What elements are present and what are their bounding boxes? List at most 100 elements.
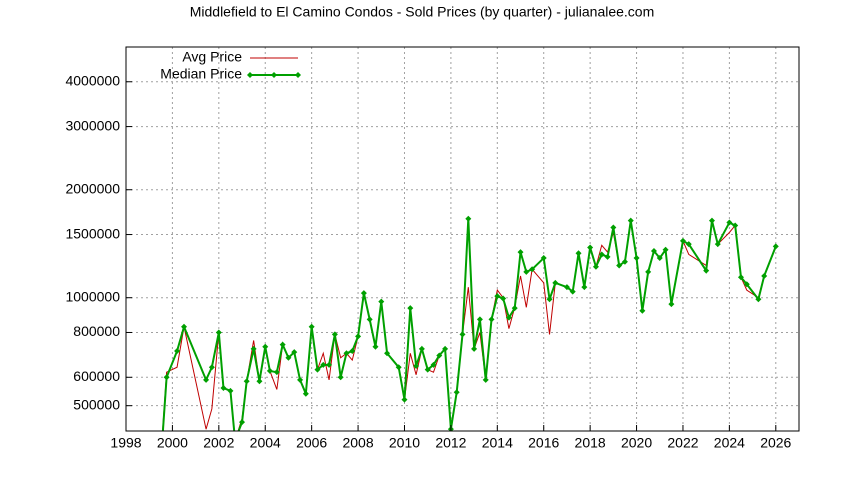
data-point — [511, 305, 518, 312]
data-point — [343, 350, 350, 357]
data-point — [203, 376, 210, 383]
data-point — [650, 247, 657, 254]
data-point — [708, 217, 715, 224]
data-point — [174, 348, 181, 355]
data-point — [587, 244, 594, 251]
series-line — [161, 218, 777, 431]
data-point — [726, 219, 733, 226]
plot-frame — [125, 46, 800, 432]
data-point — [163, 374, 170, 381]
data-point — [430, 361, 437, 368]
y-tick-label: 600000 — [73, 368, 120, 384]
data-point — [621, 258, 628, 265]
data-point — [563, 284, 570, 291]
data-point — [208, 364, 215, 371]
x-tick-label: 2000 — [157, 435, 188, 451]
y-tick-label: 1500000 — [65, 225, 120, 241]
data-point — [215, 329, 222, 336]
data-point — [424, 366, 431, 373]
data-point — [262, 343, 269, 350]
data-point — [598, 251, 605, 258]
data-point — [442, 345, 449, 352]
data-point — [703, 267, 710, 274]
data-point — [471, 345, 478, 352]
data-point — [679, 237, 686, 244]
x-tick-label: 2004 — [250, 435, 281, 451]
legend-marker — [247, 72, 253, 78]
data-point — [291, 349, 298, 356]
data-point — [755, 296, 762, 303]
data-point — [220, 385, 227, 392]
data-point — [575, 250, 582, 257]
data-point — [476, 316, 483, 323]
data-point — [772, 243, 779, 250]
data-point — [517, 249, 524, 256]
data-point — [645, 268, 652, 275]
data-point — [372, 343, 379, 350]
x-tick-label: 2018 — [575, 435, 606, 451]
data-point — [494, 293, 501, 300]
data-point — [610, 224, 617, 231]
legend-label: Median Price — [160, 66, 242, 82]
data-point — [552, 279, 559, 286]
y-tick-label: 4000000 — [65, 72, 120, 88]
data-point — [308, 323, 315, 330]
data-point — [656, 255, 663, 262]
data-point — [500, 295, 507, 302]
data-point — [337, 374, 344, 381]
data-point — [326, 361, 333, 368]
data-point — [355, 333, 362, 340]
data-point — [285, 354, 292, 361]
data-point — [732, 222, 739, 229]
data-point — [633, 255, 640, 262]
data-point — [401, 396, 408, 403]
data-point — [761, 272, 768, 279]
data-point — [302, 390, 309, 397]
data-point — [320, 361, 327, 368]
data-point — [616, 262, 623, 269]
x-tick-label: 2014 — [482, 435, 513, 451]
data-point — [413, 363, 420, 370]
data-point — [581, 284, 588, 291]
data-point — [488, 316, 495, 323]
data-point — [737, 274, 744, 281]
x-tick-label: 2024 — [714, 435, 745, 451]
y-tick-label: 1000000 — [65, 288, 120, 304]
legend-marker — [271, 72, 277, 78]
data-point — [314, 366, 321, 373]
legend-marker — [295, 72, 301, 78]
data-point — [459, 331, 466, 338]
grid — [125, 47, 799, 431]
y-tick-label: 3000000 — [65, 117, 120, 133]
data-point — [743, 281, 750, 288]
data-point — [668, 301, 675, 308]
x-tick-label: 2016 — [528, 435, 559, 451]
data-point — [627, 217, 634, 224]
data-point — [505, 314, 512, 321]
chart-title: Middlefield to El Camino Condos - Sold P… — [190, 4, 655, 20]
data-point — [714, 241, 721, 248]
data-point — [349, 348, 356, 355]
data-point — [243, 378, 250, 385]
data-point — [250, 345, 257, 352]
data-point — [181, 323, 188, 330]
data-point — [158, 458, 164, 464]
x-tick-label: 2026 — [760, 435, 791, 451]
data-point — [395, 364, 402, 371]
data-point — [407, 305, 414, 312]
data-point — [546, 296, 553, 303]
data-point — [639, 307, 646, 314]
data-point — [273, 369, 280, 376]
data-point — [256, 378, 263, 385]
data-point — [239, 419, 246, 426]
data-point — [465, 215, 472, 222]
data-point — [604, 253, 611, 260]
data-point — [529, 266, 536, 273]
data-point — [378, 298, 385, 305]
data-point — [453, 389, 460, 396]
data-point — [436, 352, 443, 359]
data-point — [685, 241, 692, 248]
data-point — [227, 387, 234, 394]
legend-label: Avg Price — [182, 49, 242, 65]
